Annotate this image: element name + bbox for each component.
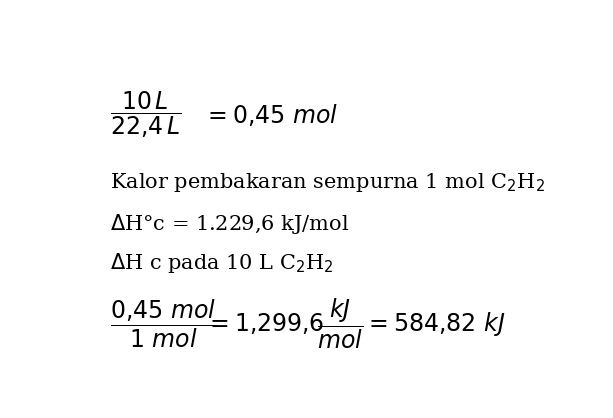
Text: Kalor pembakaran sempurna 1 mol C$_2$H$_2$: Kalor pembakaran sempurna 1 mol C$_2$H$_… <box>110 171 545 194</box>
Text: $\dfrac{10\,\mathit{L}}{22{,}4\,\mathit{L}}$: $\dfrac{10\,\mathit{L}}{22{,}4\,\mathit{… <box>110 89 181 140</box>
Text: $\dfrac{\mathit{kJ}}{\mathit{mol}}$: $\dfrac{\mathit{kJ}}{\mathit{mol}}$ <box>316 296 362 351</box>
Text: $\dfrac{0{,}45\ \mathit{mol}}{1\ \mathit{mol}}$: $\dfrac{0{,}45\ \mathit{mol}}{1\ \mathit… <box>110 298 216 350</box>
Text: $= 584{,}82\ \mathit{kJ}$: $= 584{,}82\ \mathit{kJ}$ <box>364 310 505 338</box>
Text: $= 1{,}299{,}6\,$: $= 1{,}299{,}6\,$ <box>205 311 324 336</box>
Text: $\Delta$H°c = 1.229,6 kJ/mol: $\Delta$H°c = 1.229,6 kJ/mol <box>110 212 349 236</box>
Text: $\Delta$H c pada 10 L C$_2$H$_2$: $\Delta$H c pada 10 L C$_2$H$_2$ <box>110 250 333 275</box>
Text: $= 0{,}45\ \mathit{mol}$: $= 0{,}45\ \mathit{mol}$ <box>202 102 338 127</box>
